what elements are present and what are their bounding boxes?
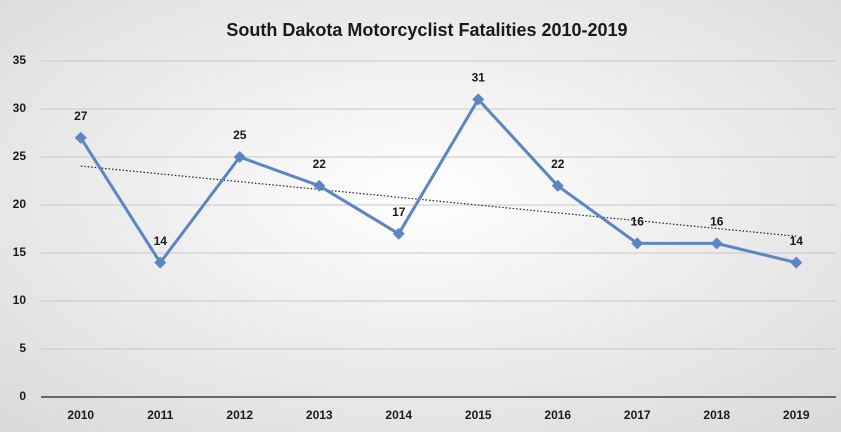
y-tick-label: 0 (19, 389, 26, 403)
y-tick-label: 5 (19, 341, 26, 355)
trendline (80, 165, 797, 237)
x-tick-label: 2017 (624, 408, 651, 422)
x-tick-label: 2014 (385, 408, 412, 422)
y-tick-label: 15 (13, 245, 27, 259)
y-tick-label: 25 (13, 149, 27, 163)
data-point (790, 256, 803, 269)
data-label: 17 (392, 205, 406, 219)
x-tick-label: 2016 (544, 408, 571, 422)
data-label: 16 (710, 215, 724, 229)
data-point (631, 237, 644, 250)
x-tick-label: 2018 (703, 408, 730, 422)
x-tick-label: 2011 (147, 408, 173, 422)
data-label: 25 (233, 128, 247, 142)
data-label: 16 (631, 215, 645, 229)
data-point (233, 151, 246, 163)
data-label: 14 (790, 234, 804, 248)
data-point (472, 93, 485, 106)
x-tick-label: 2019 (783, 408, 810, 422)
x-tick-label: 2015 (465, 408, 492, 422)
data-line (79, 97, 797, 265)
data-label: 27 (74, 109, 88, 123)
y-tick-label: 30 (13, 101, 27, 115)
x-tick-label: 2010 (67, 408, 94, 422)
data-point (710, 237, 723, 250)
chart-title: South Dakota Motorcyclist Fatalities 201… (226, 20, 627, 40)
y-tick-label: 35 (13, 53, 27, 67)
y-tick-label: 20 (13, 197, 27, 211)
data-point (313, 179, 326, 192)
data-point (74, 131, 87, 144)
data-point (551, 179, 564, 192)
data-point (392, 227, 405, 240)
x-tick-label: 2013 (306, 408, 333, 422)
x-tick-label: 2012 (226, 408, 253, 422)
data-label: 22 (313, 157, 327, 171)
data-label: 14 (154, 234, 168, 248)
data-point (154, 256, 167, 269)
data-label: 22 (551, 157, 565, 171)
data-label: 31 (472, 71, 486, 85)
y-tick-label: 10 (13, 293, 27, 307)
